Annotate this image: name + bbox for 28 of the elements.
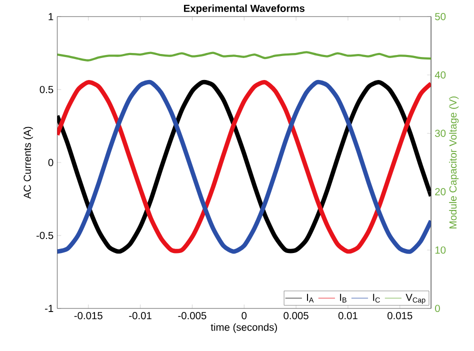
legend-label: I$_{C}$ [373,294,380,302]
legend-label: I$_{A}$ [307,294,314,302]
x-tick-label: 0.01 [338,312,358,320]
y-tick-label: 0 [48,158,54,166]
x-tick-label: 0.005 [284,312,308,320]
y2-tick-label: 0 [435,304,440,312]
y2-tick-label: 20 [435,188,446,196]
y2-tick-label: 30 [435,130,446,137]
x-tick-label: -0.015 [74,312,102,320]
line-series [57,50,432,62]
legend-label: V$_{Cap}$ [406,294,426,304]
y2-tick-label: 50 [435,12,446,20]
x-tick-label: 0.015 [388,312,412,320]
x-tick-label: 0 [242,312,247,320]
y-axis-title: AC Currents (A) [23,126,33,199]
y2-axis-title: Module Capacitor Voltage (V) [449,96,459,228]
y-tick-label: -1 [45,304,54,312]
y-tick-label: 0.5 [40,86,54,93]
y-tick-label: 1 [48,12,54,20]
chart-title: Experimental Waveforms [184,4,305,14]
legend-label: I$_{B}$ [340,294,346,302]
x-tick-label: -0.005 [178,312,206,320]
y2-tick-label: 40 [434,71,446,78]
line-series [57,80,432,254]
y2-tick-label: 10 [435,246,446,254]
x-tick-label: -0.01 [129,312,152,320]
y-tick-label: -0.5 [36,232,54,239]
x-axis-title: time (seconds) [210,323,277,333]
